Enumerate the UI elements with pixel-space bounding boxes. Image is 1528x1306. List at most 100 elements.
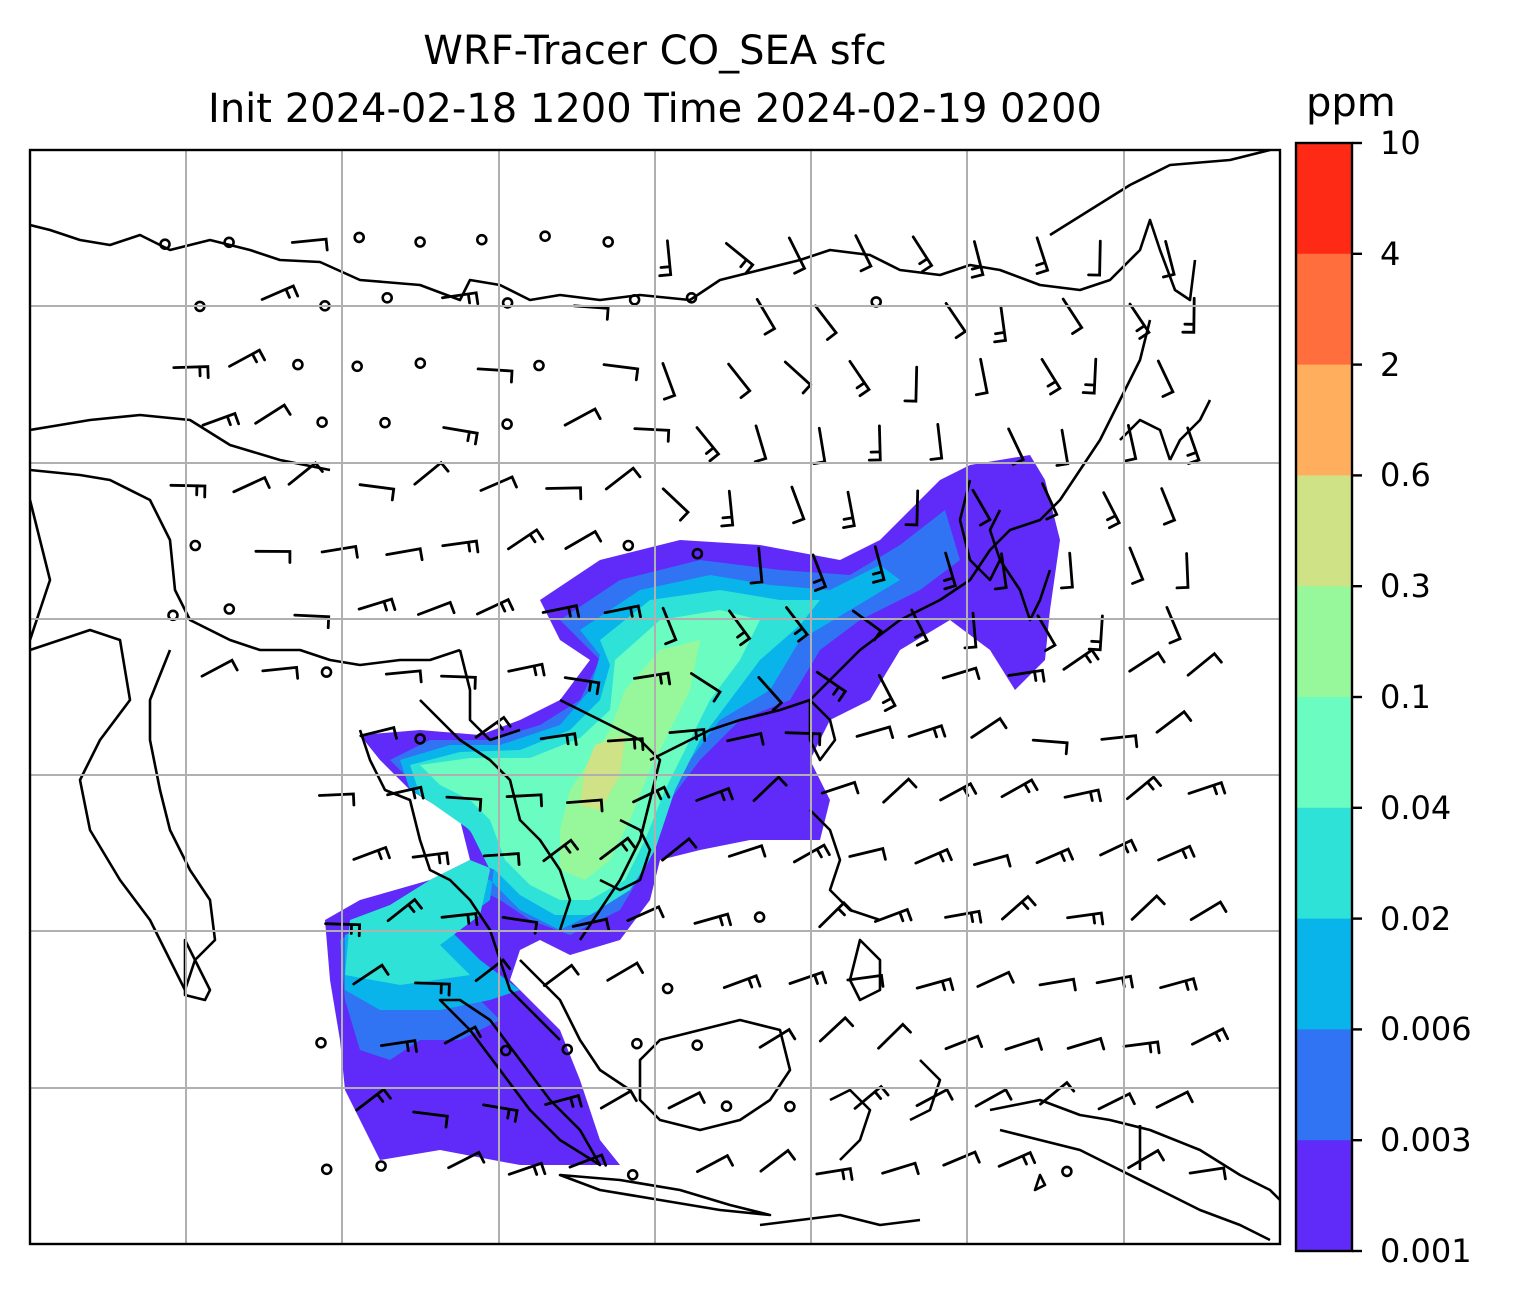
wind-barb [973, 853, 1012, 868]
wind-barb [851, 609, 883, 642]
colorbar-unit-label: ppm [1306, 80, 1396, 126]
wind-barb [1128, 546, 1145, 585]
wind-barb [201, 411, 240, 427]
wind-barb [539, 732, 578, 746]
wind-barb [725, 242, 755, 275]
wind-barb [169, 483, 207, 499]
wind-barb [290, 237, 329, 252]
wind-barb [1087, 239, 1102, 277]
wind-barb [358, 483, 396, 502]
colorbar-segment [1296, 1140, 1352, 1252]
calm-wind-marker [691, 547, 704, 560]
wind-barb [604, 466, 642, 491]
wind-barb [815, 1166, 854, 1181]
wind-barb [1127, 1148, 1165, 1170]
calm-wind-marker [414, 236, 426, 248]
wind-barb [1061, 297, 1084, 335]
wind-barb [1130, 894, 1166, 921]
wind-barb [572, 304, 610, 321]
calm-wind-marker [1061, 1165, 1073, 1178]
wind-barb [352, 845, 391, 861]
wind-barb [603, 604, 642, 619]
wind-barb [812, 426, 827, 465]
wind-barb [476, 597, 515, 616]
wind-barb [441, 539, 480, 554]
colorbar-segment [1296, 918, 1352, 1030]
wind-barb [1001, 894, 1037, 921]
map-frame [28, 148, 1282, 1246]
wind-barb [818, 900, 853, 929]
colorbar-segment [1296, 364, 1352, 476]
calm-wind-marker [223, 603, 236, 615]
colorbar-frame [1294, 141, 1354, 1253]
wind-barb [482, 1103, 519, 1123]
wind-barb [1040, 358, 1062, 396]
colorbar-segment [1296, 253, 1352, 366]
wind-barb [661, 487, 690, 522]
wind-barb [568, 1153, 608, 1169]
wind-barb [1036, 614, 1057, 652]
calm-wind-marker [375, 1160, 387, 1172]
wind-barb [1181, 296, 1196, 334]
wind-barb [658, 239, 673, 278]
wind-barb [352, 963, 390, 986]
wind-barb [386, 785, 425, 800]
tracer-level-5 [560, 640, 700, 880]
wind-barb [910, 608, 929, 647]
colorbar-tick-label: 2 [1380, 345, 1401, 384]
wind-barb [412, 1110, 449, 1129]
wind-barb [811, 553, 828, 592]
wind-barb [667, 1090, 706, 1110]
wind-barb [633, 427, 671, 443]
calm-wind-marker [475, 233, 488, 246]
wind-barb [720, 489, 735, 528]
calm-wind-marker [379, 416, 391, 429]
calm-wind-marker [315, 1037, 327, 1049]
wind-barb [445, 795, 483, 812]
calm-wind-marker [414, 357, 427, 370]
wind-barb [479, 475, 518, 492]
wind-barb [571, 917, 611, 932]
wind-barb [293, 613, 331, 630]
wind-barb [759, 1148, 796, 1173]
wind-barb [783, 360, 813, 395]
wind-barb [853, 1084, 890, 1110]
wind-barb [997, 1150, 1037, 1168]
wind-barb [874, 907, 913, 923]
wind-barb [1186, 426, 1201, 465]
wind-barb [941, 666, 981, 680]
wind-barb [254, 403, 292, 425]
wind-barb [261, 665, 300, 680]
wind-barb [384, 669, 423, 684]
map-subtitle: Init 2024-02-18 1200 Time 2024-02-19 020… [208, 86, 1102, 132]
wind-barb [544, 1093, 583, 1108]
calm-wind-marker [628, 293, 641, 306]
calm-wind-marker [351, 360, 364, 373]
wind-barb [172, 365, 210, 379]
wind-barb [260, 284, 300, 301]
wind-barb [320, 544, 359, 559]
calm-wind-marker [292, 358, 304, 371]
wind-barb [755, 297, 777, 336]
tracer-concentration-field [325, 455, 1060, 1165]
wind-barb [386, 897, 423, 923]
wind-barb [867, 424, 882, 462]
wind-barb [726, 731, 765, 746]
calm-wind-marker [320, 1163, 333, 1176]
wind-barb [379, 1039, 418, 1053]
wind-barb [1087, 614, 1104, 652]
wind-barb [1097, 1091, 1136, 1111]
wind-barb [411, 851, 450, 866]
wind-barb [757, 676, 784, 712]
wind-barb [693, 912, 732, 927]
calm-wind-marker [691, 1039, 704, 1051]
wind-barb [1188, 1166, 1227, 1181]
calm-wind-marker [626, 1169, 639, 1181]
wind-barb [507, 527, 545, 551]
wind-barb [790, 485, 806, 525]
calm-wind-marker [499, 1044, 512, 1057]
gridlines [30, 150, 1280, 1244]
wind-barb [907, 724, 947, 739]
wind-barb [911, 235, 934, 273]
